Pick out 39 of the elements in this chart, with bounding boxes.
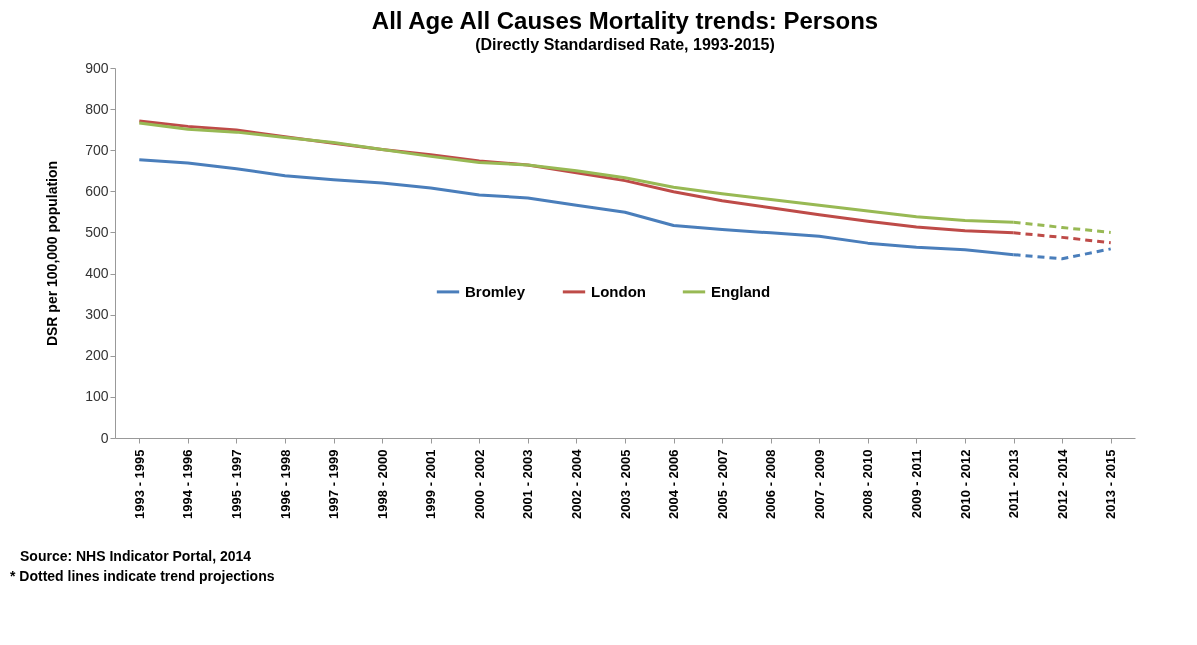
x-tick-label: 2002 - 2004 bbox=[568, 448, 584, 519]
chart-subtitle: (Directly Standardised Rate, 1993-2015) bbox=[475, 36, 775, 53]
x-tick-label: 1997 - 1999 bbox=[326, 449, 342, 519]
y-tick-label: 800 bbox=[85, 100, 109, 117]
legend-label: London bbox=[591, 282, 646, 300]
x-tick-label: 2010 - 2012 bbox=[957, 449, 973, 519]
y-tick-label: 600 bbox=[85, 182, 109, 199]
legend-label: Bromley bbox=[465, 282, 526, 300]
x-tick-label: 2004 - 2006 bbox=[666, 449, 682, 519]
x-tick-label: 2007 - 2009 bbox=[811, 449, 827, 519]
source-note: Source: NHS Indicator Portal, 2014 bbox=[20, 548, 252, 564]
x-tick-label: 1996 - 1998 bbox=[277, 449, 293, 519]
x-tick-label: 1999 - 2001 bbox=[423, 449, 439, 519]
x-tick-label: 2000 - 2002 bbox=[471, 449, 487, 519]
x-tick-label: 2012 - 2014 bbox=[1054, 448, 1070, 519]
y-tick-label: 500 bbox=[85, 223, 109, 240]
x-tick-label: 2011 - 2013 bbox=[1006, 449, 1022, 519]
y-tick-label: 200 bbox=[85, 347, 109, 364]
y-tick-label: 700 bbox=[85, 141, 109, 158]
text: * Dotted lines indicate trend projections bbox=[10, 568, 275, 584]
y-tick-label: 400 bbox=[85, 265, 109, 282]
x-tick-label: 2008 - 2010 bbox=[860, 449, 876, 519]
x-tick-label: 1995 - 1997 bbox=[228, 449, 244, 519]
chart-title: All Age All Causes Mortality trends: Persons bbox=[371, 7, 879, 34]
y-tick-label: 0 bbox=[100, 429, 109, 446]
y-tick-label: 300 bbox=[85, 306, 109, 323]
x-tick-label: 1994 - 1996 bbox=[180, 449, 196, 519]
x-tick-label: 2009 - 2011 bbox=[908, 449, 924, 519]
legend-label: England bbox=[711, 282, 771, 300]
x-tick-label: 2001 - 2003 bbox=[520, 449, 536, 519]
x-tick-label: 2013 - 2015 bbox=[1103, 449, 1119, 519]
y-tick-label: 100 bbox=[85, 388, 109, 405]
y-tick-label: 900 bbox=[85, 59, 109, 76]
x-tick-label: 2003 - 2005 bbox=[617, 449, 633, 519]
x-tick-label: 2006 - 2008 bbox=[763, 449, 779, 519]
x-tick-label: 2005 - 2007 bbox=[714, 449, 730, 519]
y-axis-title: DSR per 100,000 population bbox=[44, 160, 61, 347]
x-tick-label: 1993 - 1995 bbox=[131, 449, 147, 519]
x-tick-label: 1998 - 2000 bbox=[374, 449, 390, 519]
